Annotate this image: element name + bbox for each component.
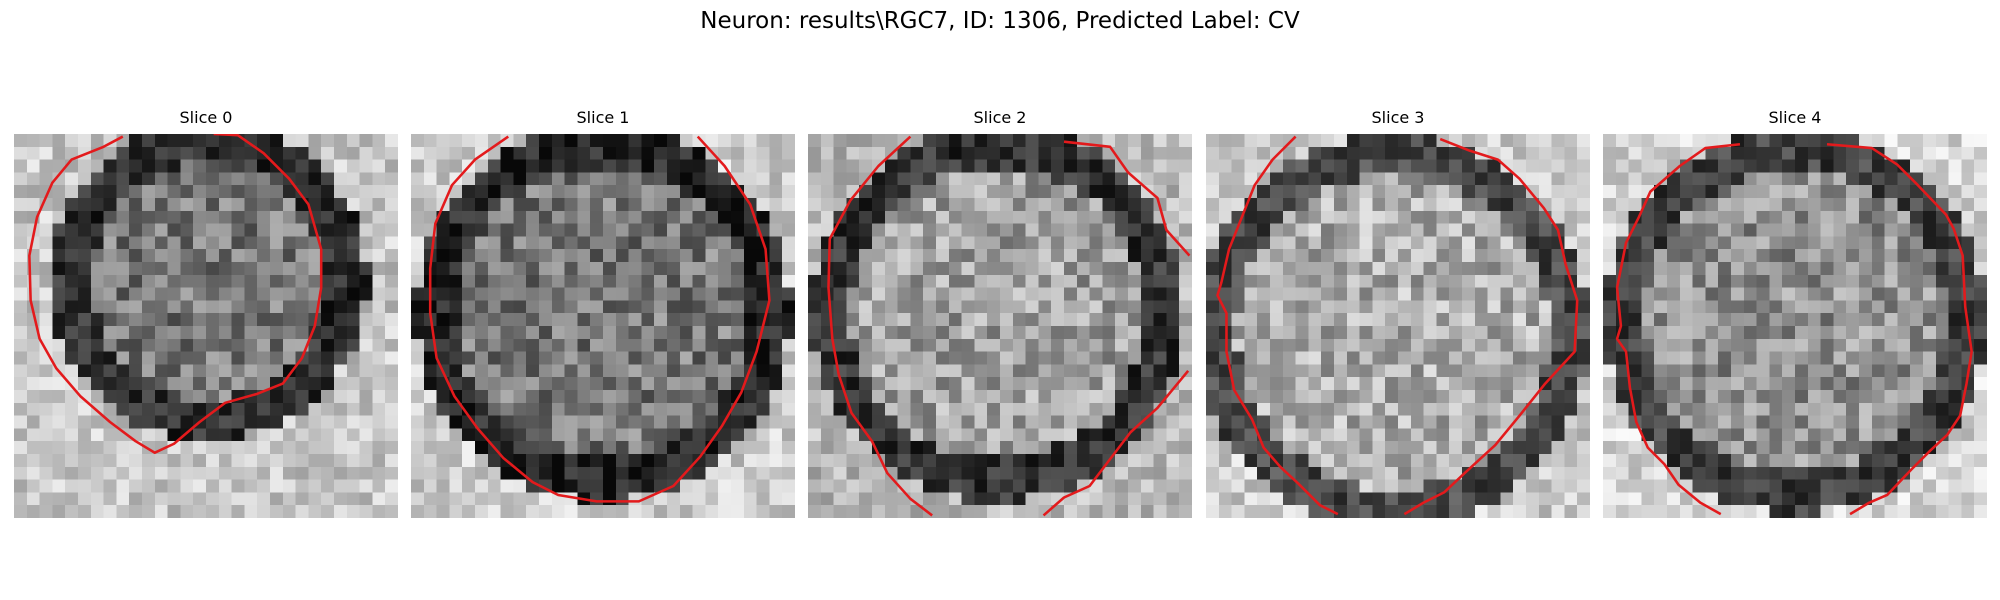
slice-image-4 bbox=[1603, 134, 1987, 518]
pixel-grid bbox=[808, 134, 1192, 518]
slice-title: Slice 4 bbox=[1768, 108, 1822, 127]
figure-title: Neuron: results\RGC7, ID: 1306, Predicte… bbox=[700, 8, 1300, 34]
segmentation-contour bbox=[1615, 142, 1741, 516]
pixel-grid bbox=[411, 134, 795, 518]
slice-image-3 bbox=[1206, 134, 1590, 518]
pixel-grid bbox=[14, 134, 398, 518]
segmentation-contour bbox=[1063, 140, 1191, 257]
slice-title: Slice 3 bbox=[1371, 108, 1425, 127]
slice-panel-0: Slice 0 bbox=[14, 108, 398, 520]
slice-image-0 bbox=[14, 134, 398, 518]
segmentation-contour bbox=[1826, 142, 1973, 516]
segmentation-contour bbox=[28, 134, 323, 454]
segmentation-contour bbox=[1403, 137, 1579, 516]
slice-panel-4: Slice 4 bbox=[1603, 108, 1987, 520]
segmentation-contour bbox=[827, 135, 933, 517]
slice-panel-2: Slice 2 bbox=[808, 108, 1192, 520]
slice-title: Slice 0 bbox=[179, 108, 233, 127]
pixel-grid bbox=[1206, 134, 1590, 518]
segmentation-contour bbox=[1042, 369, 1190, 517]
slice-title: Slice 2 bbox=[973, 108, 1027, 127]
slice-panel-3: Slice 3 bbox=[1206, 108, 1590, 520]
slice-title: Slice 1 bbox=[576, 108, 630, 127]
slice-panel-1: Slice 1 bbox=[411, 108, 795, 520]
segmentation-contour bbox=[428, 135, 771, 503]
slice-image-2 bbox=[808, 134, 1192, 518]
pixel-grid bbox=[1603, 134, 1987, 518]
slice-image-1 bbox=[411, 134, 795, 518]
segmentation-contour bbox=[1216, 135, 1339, 516]
